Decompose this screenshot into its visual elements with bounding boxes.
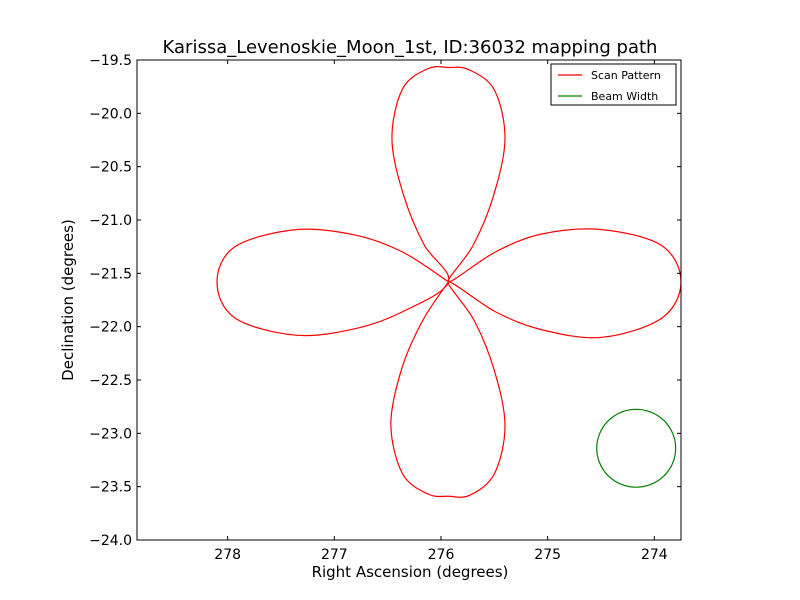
y-tick-label: −23.5 bbox=[89, 480, 132, 496]
y-tick-label: −22.5 bbox=[89, 373, 132, 389]
y-tick-label: −21.5 bbox=[89, 266, 132, 282]
legend-box bbox=[550, 63, 677, 106]
legend-label-beam-width: Beam Width bbox=[591, 90, 658, 103]
plot-data-layer bbox=[216, 65, 681, 498]
y-tick-label: −20.5 bbox=[89, 160, 132, 176]
y-tick-label: −23.0 bbox=[89, 426, 132, 442]
y-axis-ticks: −19.5 −20.0 −20.5 −21.0 −21.5 −22.0 −22.5 −23.0… bbox=[89, 53, 681, 549]
x-tick-label: 277 bbox=[321, 547, 348, 563]
plot-frame bbox=[136, 59, 682, 541]
x-axis-label: Right Ascension (degrees) bbox=[312, 563, 509, 581]
x-tick-label: 278 bbox=[214, 547, 241, 563]
x-tick-label: 276 bbox=[428, 547, 455, 563]
y-tick-label: −19.5 bbox=[89, 53, 132, 69]
y-tick-label: −20.0 bbox=[89, 106, 132, 122]
y-tick-label: −21.0 bbox=[89, 213, 132, 229]
y-tick-label: −22.0 bbox=[89, 320, 132, 336]
scan-pattern-line bbox=[216, 65, 681, 498]
x-tick-label: 275 bbox=[534, 547, 561, 563]
legend: Scan Pattern Beam Width bbox=[550, 63, 677, 106]
y-tick-label: −24.0 bbox=[89, 533, 132, 549]
legend-label-scan-pattern: Scan Pattern bbox=[591, 69, 661, 82]
chart-title: Karissa_Levenoskie_Moon_1st, ID:36032 ma… bbox=[163, 37, 658, 58]
beam-width-circle bbox=[596, 408, 677, 488]
x-tick-label: 274 bbox=[641, 547, 668, 563]
x-axis-ticks: 278 277 276 275 274 bbox=[214, 60, 668, 563]
y-axis-label: Declination (degrees) bbox=[59, 219, 77, 381]
